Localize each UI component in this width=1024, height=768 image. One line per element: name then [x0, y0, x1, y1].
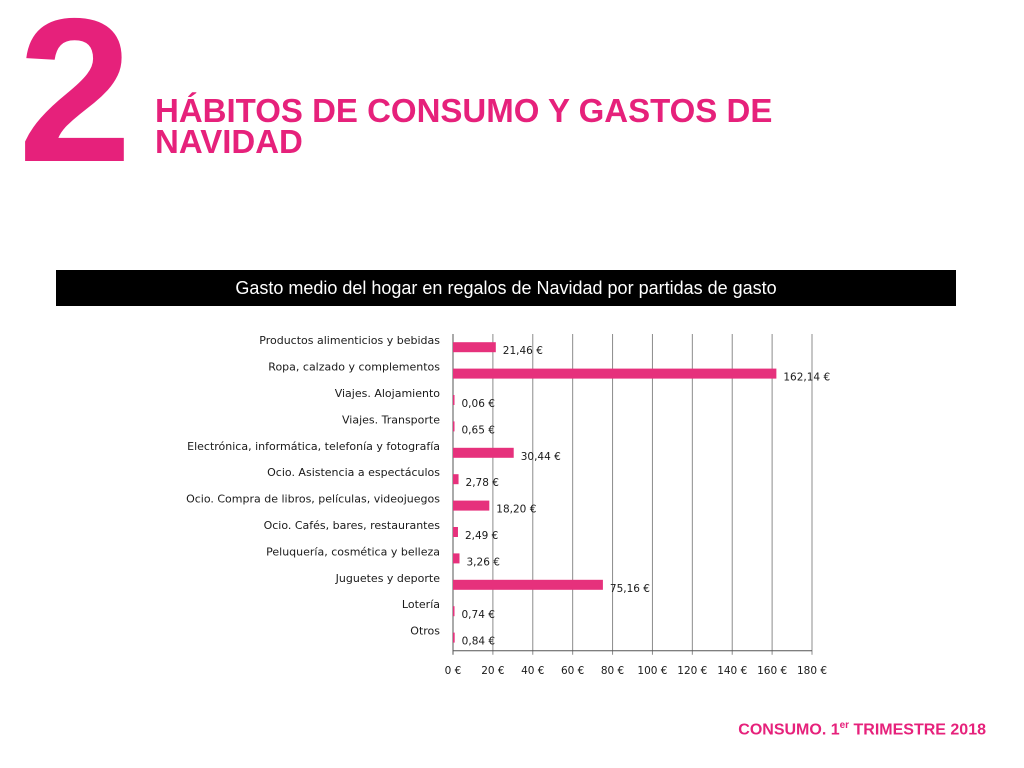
bar [453, 447, 514, 458]
bar [453, 500, 490, 511]
value-label: 0,84 € [462, 636, 495, 648]
bar [453, 474, 459, 485]
footer-superscript: er [839, 720, 850, 731]
x-tick-label: 80 € [601, 665, 624, 677]
bar [453, 421, 455, 432]
value-label: 30,44 € [521, 451, 561, 463]
footer-label: CONSUMO. 1er TRIMESTRE 2018 [738, 720, 986, 739]
chart-title: Gasto medio del hogar en regalos de Navi… [56, 270, 956, 306]
footer-suffix: TRIMESTRE 2018 [849, 721, 987, 739]
category-label: Peluquería, cosmética y belleza [266, 545, 440, 558]
category-label: Productos alimenticios y bebidas [259, 334, 440, 347]
value-label: 75,16 € [610, 583, 650, 595]
value-label: 0,65 € [462, 424, 495, 436]
x-tick-label: 120 € [677, 665, 707, 677]
bar [453, 632, 455, 643]
bar [453, 606, 455, 617]
section-number: 2 [18, 0, 132, 205]
x-tick-label: 180 € [797, 665, 827, 677]
bar [453, 368, 777, 379]
value-label: 2,49 € [465, 530, 498, 542]
bar [453, 579, 603, 590]
category-label: Viajes. Alojamiento [335, 387, 441, 400]
value-label: 18,20 € [496, 504, 536, 516]
x-tick-label: 40 € [521, 665, 544, 677]
x-tick-label: 100 € [637, 665, 667, 677]
x-tick-label: 140 € [717, 665, 747, 677]
category-label: Viajes. Transporte [342, 413, 440, 426]
value-label: 162,14 € [783, 372, 830, 384]
category-label: Lotería [402, 598, 440, 611]
value-label: 0,06 € [462, 398, 495, 410]
category-label: Ocio. Asistencia a espectáculos [267, 466, 440, 479]
value-label: 0,74 € [462, 609, 495, 621]
category-label: Ocio. Cafés, bares, restaurantes [264, 519, 441, 532]
bar [453, 342, 496, 353]
category-label: Otros [410, 625, 440, 638]
category-label: Ocio. Compra de libros, películas, video… [186, 493, 440, 506]
footer-prefix: CONSUMO. 1 [738, 721, 840, 739]
category-label: Juguetes y deporte [335, 572, 441, 585]
category-label: Electrónica, informática, telefonía y fo… [187, 440, 440, 453]
value-label: 21,46 € [503, 345, 543, 357]
bar-chart-svg: 0 € 20 € 40 € 60 € 80 € 100 € 120 € 140 € 160 € 1… [186, 334, 830, 677]
x-tick-label: 0 € [445, 665, 462, 677]
x-tick-label: 20 € [481, 665, 504, 677]
bar [453, 527, 458, 537]
section-title: HÁBITOS DE CONSUMO Y GASTOS DE NAVIDAD [155, 92, 773, 160]
bar [453, 553, 460, 564]
x-tick-label: 60 € [561, 665, 584, 677]
bar-chart: 0 € 20 € 40 € 60 € 80 € 100 € 120 € 140 € 160 € 1… [0, 320, 1024, 700]
x-tick-label: 160 € [757, 665, 787, 677]
value-label: 3,26 € [467, 556, 500, 568]
bar [453, 395, 455, 405]
value-label: 2,78 € [466, 477, 499, 489]
category-label: Ropa, calzado y complementos [268, 361, 440, 374]
